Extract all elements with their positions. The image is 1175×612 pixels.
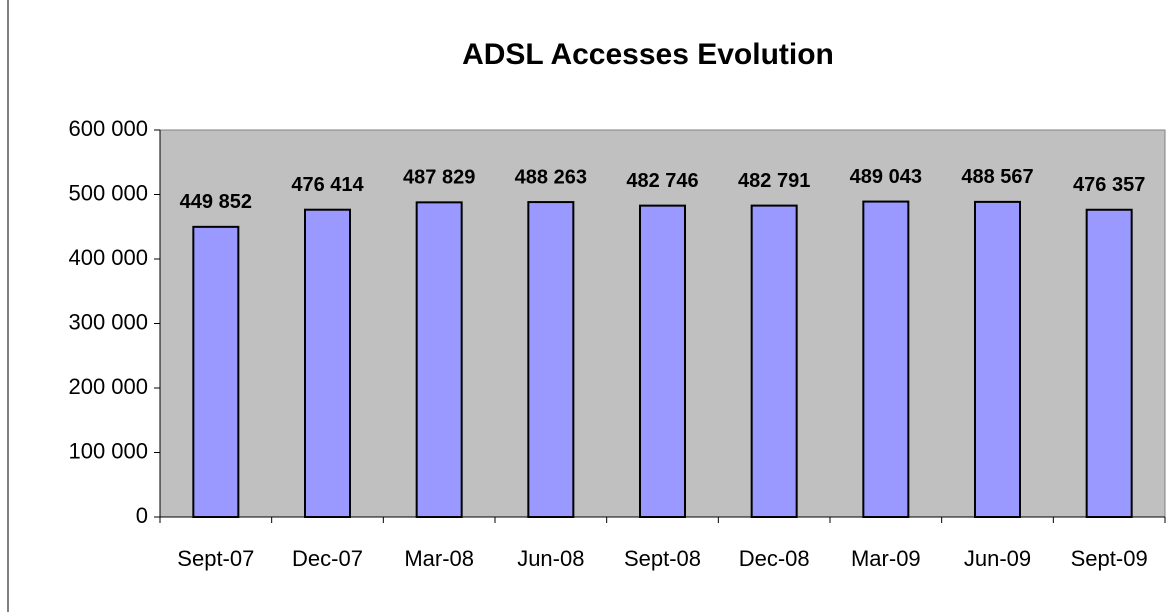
bar (304, 208, 351, 518)
value-label: 476 357 (1073, 174, 1145, 196)
x-tick-label: Sept-09 (1071, 546, 1148, 571)
value-label: 476 414 (291, 174, 364, 196)
value-label: 489 043 (850, 166, 922, 188)
value-label: 488 567 (961, 166, 1033, 188)
value-label: 487 829 (403, 167, 475, 189)
x-tick-label: Sept-08 (624, 546, 701, 571)
bar (527, 201, 575, 518)
x-tick-label: Mar-08 (404, 546, 474, 571)
x-tick-label: Jun-08 (517, 546, 584, 571)
x-tick-label: Jun-09 (964, 546, 1031, 571)
bar (1085, 208, 1133, 519)
chart-title: ADSL Accesses Evolution (462, 38, 834, 71)
bar (750, 204, 798, 519)
bar (639, 204, 686, 518)
value-label: 488 263 (515, 166, 587, 188)
bar (862, 200, 910, 518)
bar (415, 201, 463, 519)
y-tick-label: 0 (136, 503, 148, 528)
y-tick-label: 200 000 (68, 374, 148, 399)
y-tick-label: 100 000 (68, 438, 148, 463)
bar (192, 225, 240, 518)
y-tick-label: 500 000 (68, 180, 148, 205)
y-tick-label: 600 000 (68, 116, 148, 141)
value-label: 449 852 (180, 191, 252, 213)
y-tick-label: 300 000 (68, 309, 148, 334)
value-label: 482 746 (626, 170, 698, 192)
x-tick-label: Sept-07 (177, 546, 254, 571)
bar (974, 200, 1021, 518)
x-tick-label: Dec-08 (739, 546, 810, 571)
y-tick-label: 400 000 (68, 245, 148, 270)
x-tick-label: Mar-09 (851, 546, 921, 571)
value-label: 482 791 (738, 170, 810, 192)
x-tick-label: Dec-07 (292, 546, 363, 571)
